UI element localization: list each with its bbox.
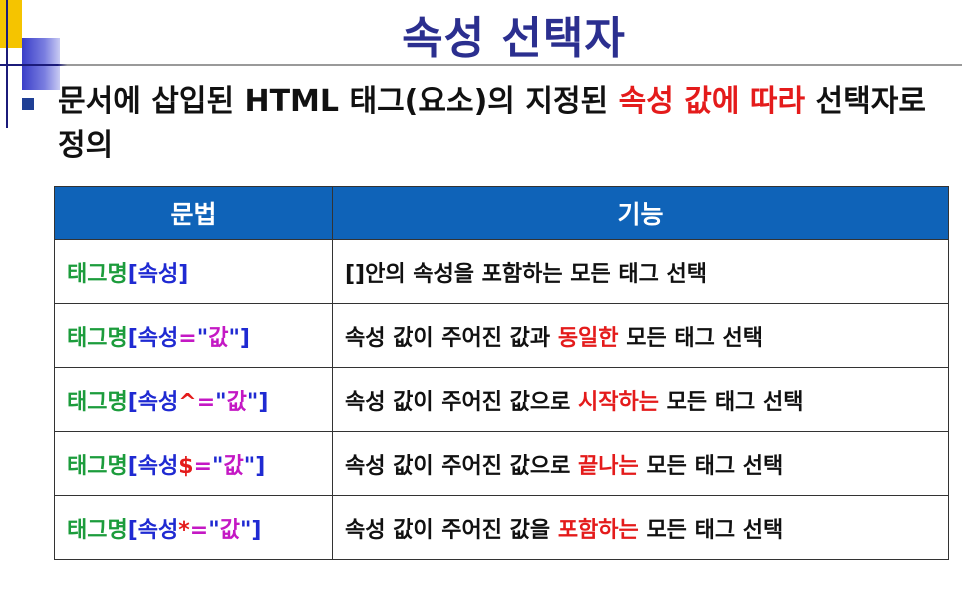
syntax-value: 값 bbox=[223, 453, 244, 479]
description-text-end: 모든 태그 선택 bbox=[638, 517, 784, 543]
description-highlight: 시작하는 bbox=[578, 389, 660, 415]
description-text-end: 모든 태그 선택 bbox=[638, 453, 784, 479]
syntax-cell: 태그명[속성="값"] bbox=[54, 303, 333, 368]
header-function: 기능 bbox=[332, 186, 949, 240]
syntax-quote-close: " bbox=[228, 325, 240, 351]
table-header-row: 문법 기능 bbox=[54, 186, 949, 240]
syntax-close-bracket: ] bbox=[239, 325, 250, 351]
syntax-value: 값 bbox=[208, 325, 229, 351]
bullet-text-start: 문서에 삽입된 HTML 태그(요소)의 지정된 bbox=[58, 84, 619, 119]
syntax-equals: = bbox=[189, 517, 209, 543]
syntax-operator: $ bbox=[178, 453, 194, 479]
syntax-close-bracket: ] bbox=[251, 517, 262, 543]
syntax-operator: ^ bbox=[178, 389, 197, 415]
description-cell: []안의 속성을 포함하는 모든 태그 선택 bbox=[332, 239, 949, 304]
syntax-quote-close: " bbox=[239, 517, 252, 543]
syntax-attribute: 속성 bbox=[137, 389, 179, 415]
description-text: 속성 값이 주어진 값으로 bbox=[345, 453, 579, 479]
syntax-close-bracket: ] bbox=[178, 261, 189, 287]
syntax-equals: = bbox=[178, 325, 197, 351]
syntax-quote-open: " bbox=[215, 389, 227, 415]
syntax-quote-close: " bbox=[246, 389, 259, 415]
description-highlight: 포함하는 bbox=[557, 517, 639, 543]
header-syntax: 문법 bbox=[54, 186, 333, 240]
description-cell: 속성 값이 주어진 값을 포함하는 모든 태그 선택 bbox=[332, 495, 949, 560]
table-row: 태그명[속성="값"] 속성 값이 주어진 값과 동일한 모든 태그 선택 bbox=[54, 303, 949, 368]
title-underline-highlight bbox=[60, 66, 962, 68]
description-text-end: 모든 태그 선택 bbox=[618, 325, 763, 351]
syntax-close-bracket: ] bbox=[255, 453, 266, 479]
syntax-tag-name: 태그명 bbox=[67, 325, 128, 351]
description-text: 속성 값이 주어진 값과 bbox=[345, 325, 558, 351]
syntax-value: 값 bbox=[226, 389, 247, 415]
attribute-selector-table: 문법 기능 태그명[속성] []안의 속성을 포함하는 모든 태그 선택 태그명[속… bbox=[54, 186, 949, 560]
description-cell: 속성 값이 주어진 값으로 끝나는 모든 태그 선택 bbox=[332, 431, 949, 496]
title-underline bbox=[0, 64, 962, 66]
syntax-tag-name: 태그명 bbox=[67, 389, 128, 415]
syntax-open-bracket: [ bbox=[127, 389, 138, 415]
bullet-square-icon bbox=[22, 98, 34, 110]
bullet-highlight: 속성 값에 따라 bbox=[618, 84, 806, 119]
bullet-paragraph: 문서에 삽입된 HTML 태그(요소)의 지정된 속성 값에 따라 선택자로 정… bbox=[58, 80, 948, 168]
syntax-close-bracket: ] bbox=[258, 389, 269, 415]
syntax-cell: 태그명[속성] bbox=[54, 239, 333, 304]
syntax-attribute: 속성 bbox=[137, 261, 179, 287]
syntax-open-bracket: [ bbox=[127, 517, 138, 543]
syntax-open-bracket: [ bbox=[127, 453, 138, 479]
syntax-quote-open: " bbox=[212, 453, 224, 479]
bullet-text-end: 선택자로 정의 bbox=[58, 84, 926, 163]
syntax-quote-open: " bbox=[196, 325, 209, 351]
syntax-attribute: 속성 bbox=[137, 517, 179, 543]
syntax-quote-open: " bbox=[208, 517, 220, 543]
description-cell: 속성 값이 주어진 값과 동일한 모든 태그 선택 bbox=[332, 303, 949, 368]
syntax-cell: 태그명[속성*="값"] bbox=[54, 495, 333, 560]
description-highlight: 끝나는 bbox=[578, 453, 639, 479]
description-text: []안의 속성을 포함하는 모든 태그 선택 bbox=[345, 261, 708, 287]
syntax-tag-name: 태그명 bbox=[67, 453, 128, 479]
description-highlight: 동일한 bbox=[557, 325, 619, 351]
syntax-value: 값 bbox=[219, 517, 240, 543]
syntax-open-bracket: [ bbox=[127, 325, 138, 351]
description-cell: 속성 값이 주어진 값으로 시작하는 모든 태그 선택 bbox=[332, 367, 949, 432]
syntax-equals: = bbox=[196, 389, 216, 415]
syntax-attribute: 속성 bbox=[137, 325, 179, 351]
syntax-open-bracket: [ bbox=[127, 261, 138, 287]
syntax-equals: = bbox=[193, 453, 213, 479]
table-row: 태그명[속성] []안의 속성을 포함하는 모든 태그 선택 bbox=[54, 239, 949, 304]
decorative-yellow-block bbox=[0, 0, 22, 48]
table-row: 태그명[속성$="값"] 속성 값이 주어진 값으로 끝나는 모든 태그 선택 bbox=[54, 431, 949, 496]
syntax-attribute: 속성 bbox=[137, 453, 179, 479]
syntax-cell: 태그명[속성^="값"] bbox=[54, 367, 333, 432]
description-text: 속성 값이 주어진 값을 bbox=[345, 517, 558, 543]
table-row: 태그명[속성^="값"] 속성 값이 주어진 값으로 시작하는 모든 태그 선택 bbox=[54, 367, 949, 432]
description-text: 속성 값이 주어진 값으로 bbox=[345, 389, 579, 415]
syntax-cell: 태그명[속성$="값"] bbox=[54, 431, 333, 496]
table-row: 태그명[속성*="값"] 속성 값이 주어진 값을 포함하는 모든 태그 선택 bbox=[54, 495, 949, 560]
syntax-quote-close: " bbox=[243, 453, 256, 479]
syntax-tag-name: 태그명 bbox=[67, 517, 128, 543]
description-text-end: 모든 태그 선택 bbox=[659, 389, 804, 415]
slide-title: 속성 선택자 bbox=[402, 13, 626, 64]
syntax-operator: * bbox=[178, 517, 190, 543]
syntax-tag-name: 태그명 bbox=[67, 261, 128, 287]
